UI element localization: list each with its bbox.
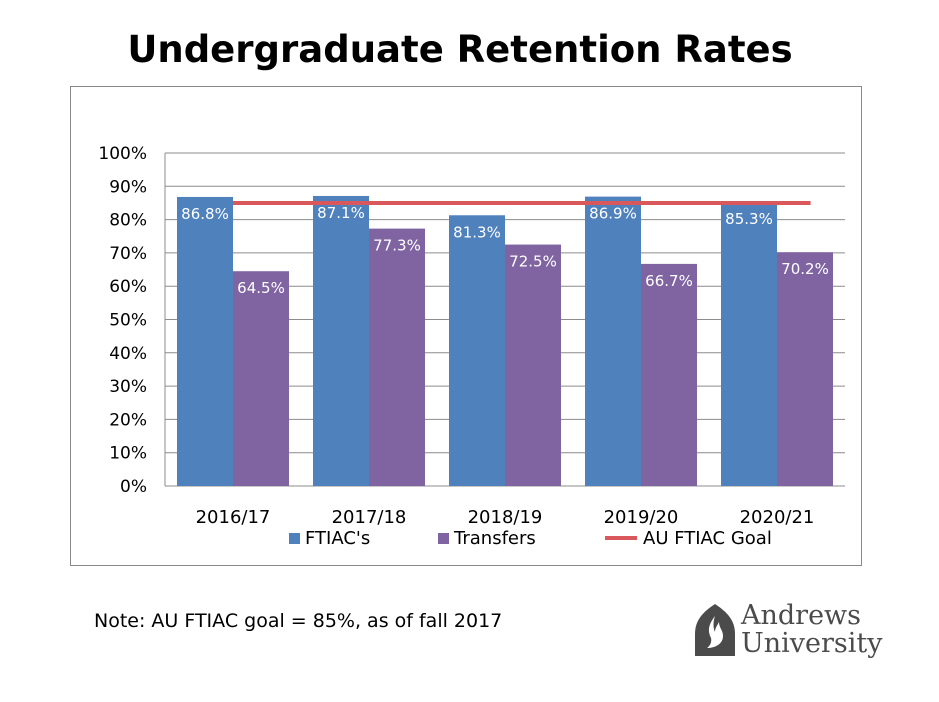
- x-tick-label: 2017/18: [332, 507, 407, 528]
- bar-ftiac: [585, 196, 641, 487]
- data-label: 86.9%: [589, 205, 637, 223]
- y-tick-label: 90%: [109, 177, 147, 197]
- bar-transfers: [369, 228, 425, 486]
- data-label: 64.5%: [237, 279, 285, 297]
- bar-ftiac: [721, 201, 777, 486]
- bar-transfers: [505, 244, 561, 486]
- logo-text-line2: University: [741, 628, 883, 659]
- data-label: 77.3%: [373, 237, 421, 255]
- y-tick-label: 100%: [98, 144, 147, 164]
- bar-transfers: [233, 271, 289, 486]
- y-tick-label: 80%: [109, 211, 147, 231]
- bar-transfers: [641, 263, 697, 486]
- flame-shield-icon: [695, 604, 735, 656]
- y-tick-label: 40%: [109, 344, 147, 364]
- x-tick-label: 2019/20: [604, 507, 679, 528]
- page-title: Undergraduate Retention Rates: [127, 28, 793, 71]
- chart-area: 0% 10% 20% 30% 40% 50% 60% 70% 80% 90% 100% 86.8% 64…: [70, 86, 862, 566]
- bar-ftiac: [313, 195, 369, 486]
- data-label: 85.3%: [725, 210, 773, 228]
- y-tick-label: 70%: [109, 244, 147, 264]
- university-logo: Andrews University: [693, 600, 883, 666]
- bar-transfers: [777, 252, 833, 486]
- data-label: 87.1%: [317, 204, 365, 222]
- x-tick-label: 2016/17: [196, 507, 271, 528]
- data-label: 86.8%: [181, 205, 229, 223]
- legend-ftiac-swatch: [289, 533, 300, 544]
- goal-note: Note: AU FTIAC goal = 85%, as of fall 20…: [94, 610, 503, 632]
- legend-ftiac-label: FTIAC's: [305, 528, 370, 549]
- bar-ftiac: [449, 215, 505, 486]
- x-tick-label: 2020/21: [740, 507, 815, 528]
- bar-chart: 0% 10% 20% 30% 40% 50% 60% 70% 80% 90% 100% 86.8% 64…: [98, 144, 845, 549]
- logo-text-line1: Andrews: [741, 600, 862, 631]
- y-tick-label: 50%: [109, 311, 147, 331]
- x-tick-label: 2018/19: [468, 507, 543, 528]
- legend-goal-label: AU FTIAC Goal: [643, 528, 772, 549]
- y-tick-label: 0%: [120, 477, 147, 497]
- y-tick-label: 10%: [109, 444, 147, 464]
- legend-transfers-label: Transfers: [453, 528, 536, 549]
- data-label: 81.3%: [453, 223, 501, 241]
- legend-transfers-swatch: [438, 533, 449, 544]
- data-label: 72.5%: [509, 253, 557, 271]
- data-label: 66.7%: [645, 272, 693, 290]
- y-tick-label: 60%: [109, 277, 147, 297]
- bar-ftiac: [177, 196, 233, 486]
- y-tick-label: 30%: [109, 377, 147, 397]
- y-tick-label: 20%: [109, 410, 147, 430]
- data-label: 70.2%: [781, 260, 829, 278]
